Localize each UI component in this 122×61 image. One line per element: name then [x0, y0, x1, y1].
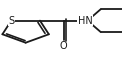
Text: HN: HN [78, 16, 92, 26]
Text: S: S [8, 16, 14, 26]
Text: O: O [60, 41, 68, 51]
